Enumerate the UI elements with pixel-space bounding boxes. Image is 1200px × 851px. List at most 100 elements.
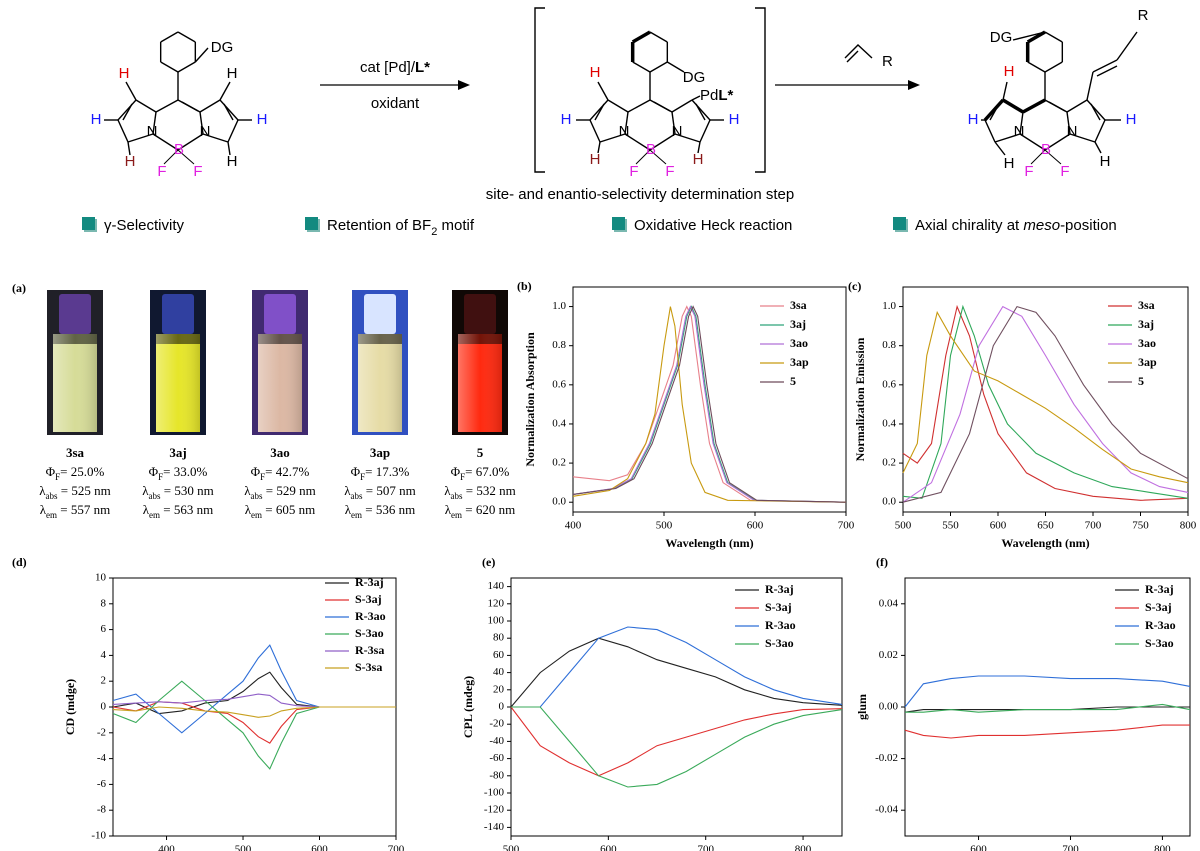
photophysics-part: F (260, 472, 265, 482)
series-line (511, 706, 843, 788)
panel-label: (e) (482, 555, 495, 569)
y-tick-label: 100 (488, 615, 505, 627)
atom-label: H (729, 111, 740, 128)
bond (125, 81, 137, 101)
atom-label-part: Pd (700, 87, 718, 104)
bond (1086, 71, 1094, 101)
photophysics-part: em (149, 510, 160, 520)
y-tick-label: 0.6 (552, 378, 566, 390)
bond (627, 99, 651, 113)
photophysics-part: = 17.3% (365, 464, 409, 479)
photophysics-part: = 605 nm (262, 502, 315, 517)
photophysics: ΦF= 17.3% (351, 464, 410, 482)
bond (1094, 119, 1106, 143)
bond (1092, 59, 1118, 73)
bond (989, 103, 1000, 121)
y-tick-label: -4 (97, 752, 107, 764)
series-line (572, 305, 847, 503)
photophysics-part: λ (40, 502, 47, 517)
series-line (112, 693, 396, 708)
vial-glass (458, 334, 502, 432)
bond (649, 61, 668, 73)
bond (1069, 133, 1096, 143)
y-tick-label: -80 (489, 769, 504, 781)
legend-label: R-3aj (765, 582, 794, 596)
photophysics: λem = 620 nm (445, 502, 516, 520)
legend-label: R-3ao (1145, 618, 1176, 632)
atom-label: DG (990, 29, 1013, 46)
series-line (902, 305, 1189, 503)
atom-label: F (665, 163, 674, 180)
y-tick-label: -60 (489, 752, 504, 764)
photophysics-part: = 557 nm (57, 502, 110, 517)
bond (597, 141, 601, 154)
y-tick-label: -100 (484, 787, 505, 799)
y-tick-label: 0.8 (552, 339, 566, 351)
photophysics-part: λ (444, 483, 451, 498)
bond (994, 141, 1006, 156)
bond (177, 133, 204, 151)
legend-label: 3sa (1138, 298, 1155, 312)
bond (671, 111, 676, 135)
bond (1019, 133, 1046, 151)
bond (1030, 149, 1046, 165)
photophysics-part: λ (245, 502, 252, 517)
y-tick-label: 120 (488, 597, 505, 609)
photophysics: ΦF= 42.7% (251, 464, 310, 482)
y-tick-label: -120 (484, 804, 505, 816)
bond (1044, 61, 1063, 73)
legend-label: S-3aj (765, 600, 792, 614)
bond (194, 47, 209, 63)
photophysics-part: = 529 nm (263, 483, 316, 498)
x-tick-label: 500 (503, 844, 520, 851)
photophysics: λabs = 532 nm (444, 483, 516, 501)
y-tick-label: 0.2 (882, 457, 896, 469)
series-line (511, 626, 843, 708)
bond (666, 61, 685, 73)
series-line (572, 305, 847, 503)
photophysics: λem = 605 nm (245, 502, 316, 520)
y-tick-label: -0.02 (875, 752, 898, 764)
bond (691, 95, 701, 101)
photophysics-part: = 563 nm (160, 502, 213, 517)
series-line (904, 724, 1190, 739)
legend-label: R-3ao (765, 618, 796, 632)
series-line (904, 675, 1191, 708)
atom-label: N (1067, 123, 1078, 140)
bracket (534, 7, 545, 173)
bond (127, 141, 131, 156)
y-tick-label: -8 (97, 804, 107, 816)
photophysics-part: λ (143, 502, 150, 517)
series-line (902, 304, 1189, 501)
bond (177, 149, 195, 165)
bond (219, 81, 231, 101)
photophysics-part: = 525 nm (58, 483, 111, 498)
photophysics: λabs = 525 nm (39, 483, 111, 501)
photophysics-part: λ (445, 502, 452, 517)
compound-name: 5 (477, 445, 484, 460)
series-line (905, 703, 1191, 713)
bond (177, 61, 196, 73)
photophysics-part: λ (39, 483, 46, 498)
vial-glass (258, 334, 302, 432)
bond (983, 98, 1005, 122)
vial-cap (264, 294, 296, 334)
y-tick-label: -40 (489, 735, 504, 747)
feature-text-part: motif (437, 217, 475, 234)
y-tick-label: 6 (101, 623, 107, 635)
reagent-text: oxidant (371, 95, 420, 112)
x-tick-label: 700 (838, 520, 855, 532)
legend-label: 3ao (1138, 336, 1156, 350)
legend-label: R-3ao (355, 609, 386, 623)
photophysics-part: F (360, 472, 365, 482)
bond (674, 133, 701, 143)
photophysics: λem = 536 nm (345, 502, 416, 520)
series-line (902, 310, 1189, 484)
series-line (572, 305, 847, 503)
plot-frame (572, 286, 847, 513)
alkene (846, 50, 859, 63)
bond (649, 149, 667, 165)
x-axis-label: Wavelength (nm) (1001, 536, 1089, 550)
x-tick-label: 600 (990, 520, 1007, 532)
